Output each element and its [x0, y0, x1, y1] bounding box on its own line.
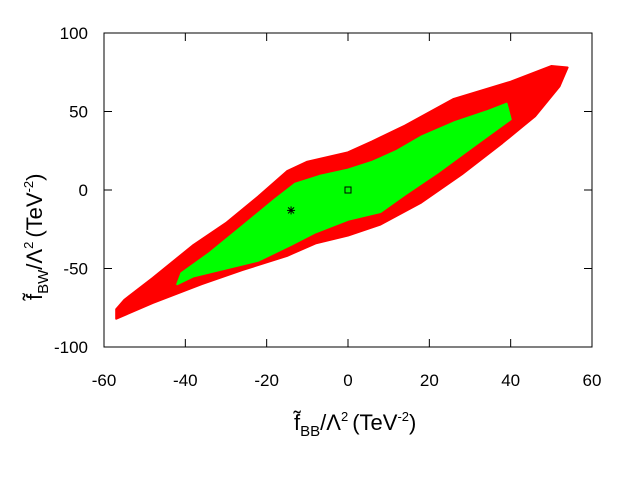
x-tick-label-2: -20	[254, 371, 279, 390]
x-tick-label-5: 40	[501, 371, 520, 390]
x-tick-label-0: -60	[92, 371, 117, 390]
y-tick-label-3: 50	[69, 103, 88, 122]
region-green-1	[176, 102, 512, 286]
y-tick-label-1: -50	[63, 260, 88, 279]
x-tick-label-1: -40	[173, 371, 198, 390]
x-tick-label-3: 0	[343, 371, 352, 390]
y-tick-label-2: 0	[79, 181, 88, 200]
y-axis-label: f̃BW/Λ2(TeV-2)	[21, 174, 52, 302]
x-tick-labels: -60 -40 -20 0 20 40 60	[92, 371, 602, 390]
x-axis-label: f̃BB/Λ2 (TeV-2)	[292, 409, 416, 440]
y-tick-labels: -100 -50 0 50 100	[54, 24, 88, 357]
x-tick-label-4: 20	[420, 371, 439, 390]
y-tick-label-0: -100	[54, 338, 88, 357]
best-fit-star	[287, 206, 296, 215]
markers	[287, 186, 352, 215]
contour-regions	[115, 65, 569, 320]
axis-ticks	[103, 32, 593, 348]
y-tick-label-4: 100	[60, 24, 88, 43]
sm-square	[344, 186, 352, 194]
x-tick-label-6: 60	[583, 371, 602, 390]
